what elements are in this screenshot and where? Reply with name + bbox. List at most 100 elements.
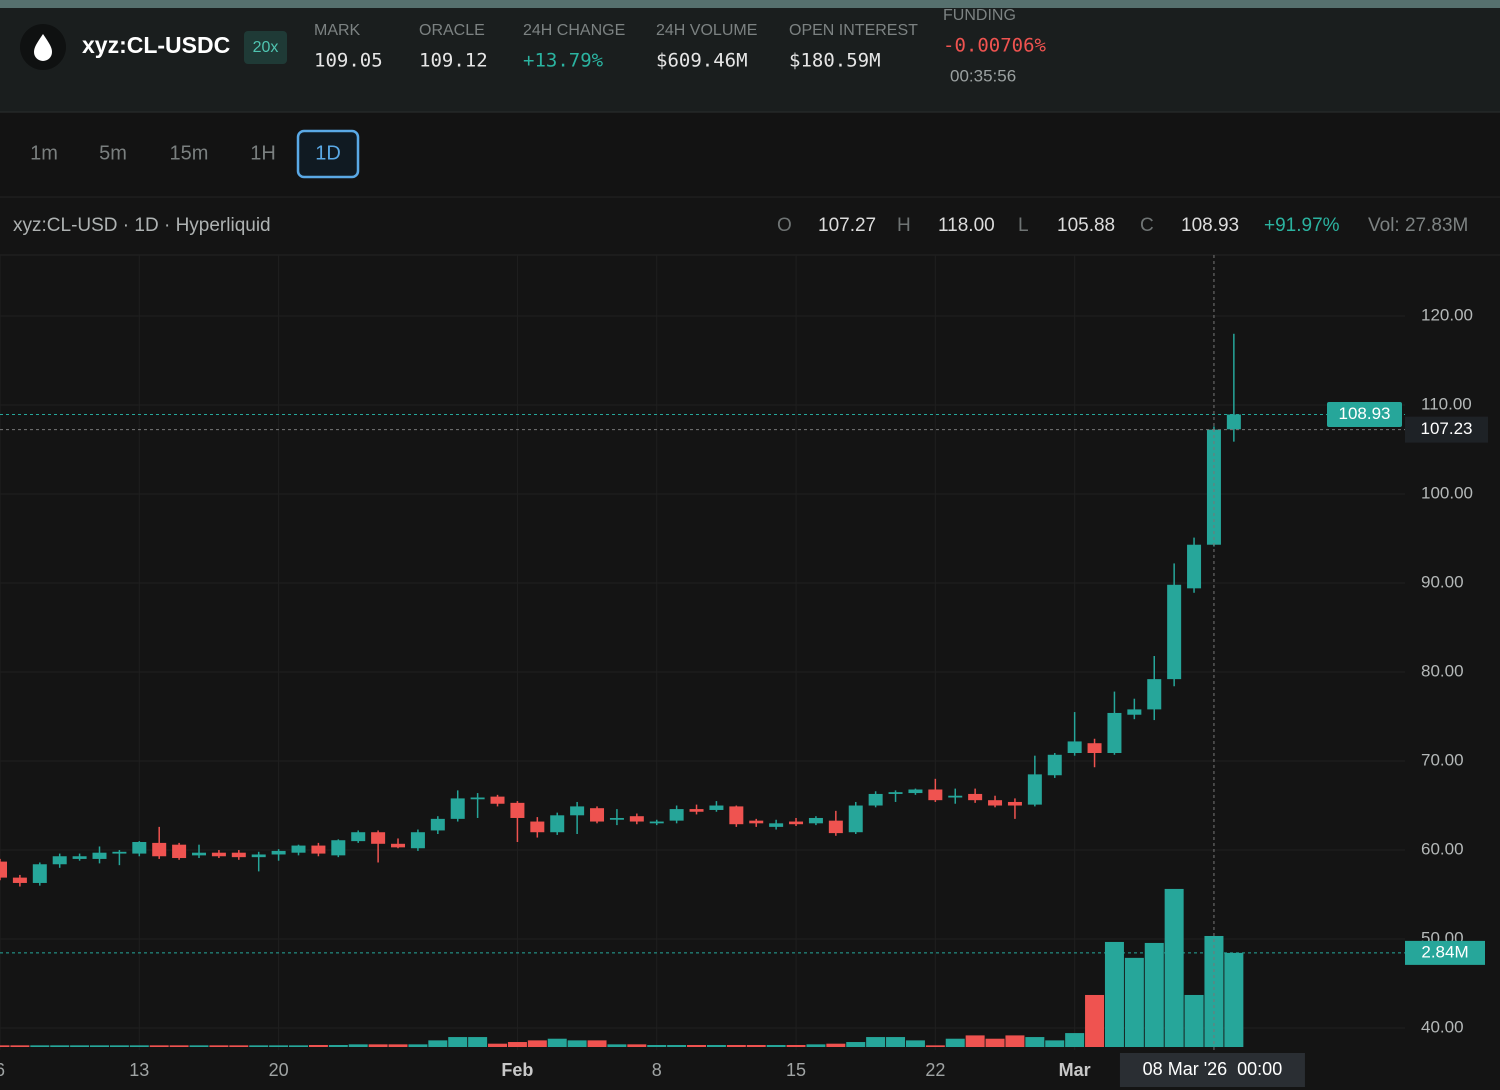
volume-bar (1164, 888, 1184, 1047)
funding-countdown: 00:35:56 (950, 66, 1016, 85)
legend-value: 118.00 (938, 215, 995, 236)
candle-body (291, 845, 306, 853)
candle-body (1107, 712, 1122, 754)
volume-bar (408, 1044, 428, 1047)
candle-body (1206, 429, 1221, 545)
candle-body (172, 844, 187, 859)
candle-body (709, 805, 724, 810)
x-tick-label: Feb (501, 1060, 533, 1080)
volume-bar (189, 1045, 209, 1047)
volume-bar (507, 1042, 527, 1047)
candle-body (470, 797, 485, 800)
candle-body (231, 852, 246, 858)
candle-body (629, 816, 644, 822)
candle-body (450, 798, 465, 819)
legend-value: 107.27 (818, 215, 876, 236)
timeframe[interactable]: 1H (250, 142, 276, 164)
candle-body (669, 809, 684, 821)
candle-body (490, 796, 505, 804)
volume-bar (348, 1044, 368, 1047)
volume-bar (925, 1045, 945, 1047)
x-tick-label: 6 (0, 1060, 5, 1080)
crosshair-date-label: 08 Mar '26 00:00 (1143, 1059, 1283, 1079)
volume-bar (965, 1035, 985, 1047)
volume-bar (886, 1037, 906, 1047)
candle-body (828, 820, 843, 834)
volume-bar (90, 1045, 110, 1047)
legend-change: +91.97% (1264, 215, 1340, 236)
candle-body (1167, 584, 1182, 680)
volume-bar (129, 1045, 149, 1047)
candle-body (271, 850, 286, 855)
legend-value: 105.88 (1057, 215, 1115, 236)
volume-bar (289, 1045, 309, 1047)
volume-bar (945, 1038, 965, 1047)
volume-bar (1124, 957, 1144, 1047)
legend-key: L (1018, 215, 1029, 236)
volume-bar (667, 1045, 687, 1047)
candle-body (1187, 544, 1202, 589)
leverage-badge[interactable] (244, 31, 287, 64)
stat-label: ORACLE (419, 22, 485, 39)
volume-bar (1184, 994, 1204, 1047)
candle-body (371, 832, 386, 844)
volume-bar (905, 1040, 925, 1047)
volume-bar (607, 1044, 627, 1047)
plot: 61320Feb81522Mar40.0050.0060.0070.0080.0… (0, 255, 1488, 1087)
candle-body (12, 877, 27, 883)
candle-body (1087, 743, 1102, 754)
x-tick-label: 20 (269, 1060, 289, 1080)
volume-bar (308, 1045, 328, 1047)
candle-body (649, 821, 664, 824)
volume-bar (328, 1045, 348, 1047)
toolbar-bg (0, 113, 1500, 197)
volume-bar (209, 1045, 229, 1047)
y-tick-label: 100.00 (1421, 483, 1473, 502)
candle-body (1147, 679, 1162, 710)
crosshair-price-tag (1405, 416, 1488, 443)
legend-volume: Vol: 27.83M (1368, 215, 1468, 236)
volume-bar (806, 1044, 826, 1047)
candle-body (769, 823, 784, 827)
candle-body (530, 821, 545, 833)
timeframe[interactable]: 15m (170, 142, 209, 164)
volume-bar (567, 1040, 587, 1047)
volume-bar (249, 1045, 269, 1047)
volume-bar (1025, 1037, 1045, 1047)
volume-bar (1224, 952, 1244, 1047)
timeframe[interactable]: 5m (99, 142, 127, 164)
top-strip (0, 0, 1500, 8)
volume-bar (229, 1045, 249, 1047)
candle-body (251, 854, 266, 858)
candle-body (570, 806, 585, 816)
volume-bar (786, 1045, 806, 1047)
legend-title: xyz:CL-USD · 1D · Hyperliquid (13, 215, 271, 236)
symbol[interactable]: xyz:CL-USDC (82, 32, 230, 58)
timeframe[interactable]: 1m (30, 142, 58, 164)
y-tick-label: 120.00 (1421, 305, 1473, 324)
candle-body (729, 806, 744, 825)
legend-value: 108.93 (1181, 215, 1239, 236)
x-tick-label: 8 (652, 1060, 662, 1080)
stat-value: 109.12 (419, 50, 488, 72)
last-price-tag (1327, 402, 1402, 428)
crosshair-price-label: 107.23 (1421, 419, 1473, 438)
funding-value: -0.00706% (943, 35, 1047, 57)
y-tick-label: 40.00 (1421, 1018, 1464, 1037)
timeframe[interactable]: 1D (315, 142, 341, 164)
candle-body (152, 842, 167, 857)
leverage[interactable]: 20x (253, 39, 279, 56)
volume-bar (866, 1037, 886, 1047)
candle-body (968, 793, 983, 801)
candle-body (132, 842, 147, 854)
volume-bar (647, 1045, 667, 1047)
volume-bar (10, 1045, 30, 1047)
candle-body (52, 856, 67, 865)
stat-value: $609.46M (656, 50, 748, 72)
volume-bar (1085, 994, 1105, 1047)
volume-bar (1065, 1033, 1085, 1047)
x-tick-label: 13 (129, 1060, 149, 1080)
legend-key: H (897, 215, 911, 236)
